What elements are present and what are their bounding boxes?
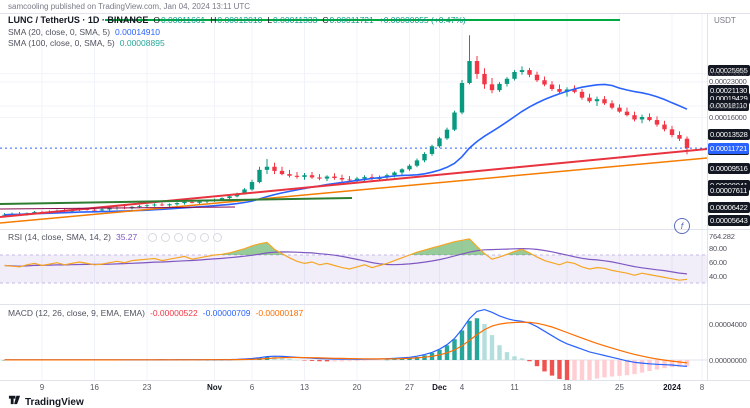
macd-signal-line	[4, 321, 688, 364]
macd-hist-value: -0.00000522	[149, 308, 198, 318]
indicator-controls[interactable]	[148, 232, 223, 242]
indicator-control-icon[interactable]	[200, 232, 210, 242]
sma100-legend[interactable]: SMA (100, close, 0, SMA, 5) 0.00008895	[8, 38, 165, 48]
sma20-label: SMA (20, close, 0, SMA, 5)	[8, 27, 111, 37]
trendline-drawings[interactable]	[0, 19, 708, 224]
rsi-value: 35.27	[115, 232, 138, 242]
time-axis-label: Dec	[432, 383, 447, 392]
time-axis-label: 6	[249, 383, 255, 392]
macd-line	[4, 308, 688, 367]
sma-20-line[interactable]	[4, 83, 688, 216]
indicator-control-icon[interactable]	[213, 232, 223, 242]
time-axis-label: 16	[90, 383, 99, 392]
time-axis-label: 27	[405, 383, 414, 392]
secondary-trendline[interactable]	[0, 157, 708, 224]
time-axis-label: 4	[459, 383, 465, 392]
rsi-label: RSI (14, close, SMA, 14, 2)	[8, 232, 111, 242]
indicator-control-icon[interactable]	[187, 232, 197, 242]
macd-line-value: -0.00000709	[202, 308, 251, 318]
rsi-line	[4, 238, 688, 281]
tradingview-footer[interactable]: TradingView	[8, 393, 84, 408]
macd-signal-value: -0.00000187	[255, 308, 304, 318]
support-trendline[interactable]	[0, 148, 708, 218]
rsi-overbought-fill	[214, 242, 285, 255]
ohlc-open: O0.00011661	[153, 15, 206, 25]
time-axis-label: 8	[699, 383, 705, 392]
time-axis-label: 20	[352, 383, 362, 392]
short-level-line[interactable]	[0, 206, 236, 210]
main-legend[interactable]: LUNC / TetherUS · 1D · BINANCE O0.000116…	[8, 15, 466, 25]
attribution-text: samcooling published on TradingView.com,…	[8, 2, 251, 11]
time-axis-label: 11	[510, 383, 519, 392]
header-separator	[0, 13, 750, 14]
sma20-value: 0.00014910	[115, 27, 160, 37]
ohlc-high: H0.00012010	[210, 15, 263, 25]
sma20-legend[interactable]: SMA (20, close, 0, SMA, 5) 0.00014910	[8, 27, 160, 37]
chart-marker-icon[interactable]: f	[674, 218, 690, 234]
time-axis-label: 18	[562, 383, 572, 392]
base-line[interactable]	[0, 197, 353, 205]
time-axis-label: 9	[39, 383, 45, 392]
rsi-ma-line	[4, 247, 688, 275]
change-value: +0.00000055 (+0.47%)	[378, 15, 466, 25]
rsi-overbought-fill	[505, 249, 534, 255]
price-axis-currency[interactable]: USDT	[714, 16, 736, 25]
rsi-legend[interactable]: RSI (14, close, SMA, 14, 2) 35.27	[8, 232, 223, 242]
macd-label: MACD (12, 26, close, 9, EMA, EMA)	[8, 308, 145, 318]
indicator-control-icon[interactable]	[148, 232, 158, 242]
macd-legend[interactable]: MACD (12, 26, close, 9, EMA, EMA) -0.000…	[8, 308, 303, 318]
ohlc-low: L0.00011333	[267, 15, 318, 25]
macd-histogram	[2, 318, 690, 381]
time-axis-label: 13	[300, 383, 309, 392]
indicator-control-icon[interactable]	[174, 232, 184, 242]
pane-separator-rsi[interactable]	[0, 229, 750, 230]
price-axis-separator[interactable]	[707, 13, 708, 381]
tradingview-brand-text: TradingView	[25, 396, 84, 408]
pane-separator-macd[interactable]	[0, 304, 750, 305]
time-axis-label: 23	[142, 383, 152, 392]
sma100-label: SMA (100, close, 0, SMA, 5)	[8, 38, 115, 48]
rsi-overbought-fill	[409, 238, 487, 255]
time-axis-label: 2024	[663, 383, 681, 392]
tradingview-logo-icon	[8, 393, 21, 408]
time-axis[interactable]: 9 16 23 Nov 6 13 20 27 Dec 4 11 18 25 2024 8	[0, 383, 750, 396]
ohlc-close: C0.00011721	[322, 15, 374, 25]
gridlines	[0, 13, 707, 381]
symbol-title[interactable]: LUNC / TetherUS · 1D · BINANCE	[8, 15, 149, 25]
time-axis-separator	[0, 380, 750, 381]
indicator-control-icon[interactable]	[161, 232, 171, 242]
time-axis-label: 25	[615, 383, 624, 392]
time-axis-label: Nov	[206, 383, 223, 392]
candlestick-series[interactable]	[2, 35, 690, 218]
sma100-value: 0.00008895	[119, 38, 165, 48]
